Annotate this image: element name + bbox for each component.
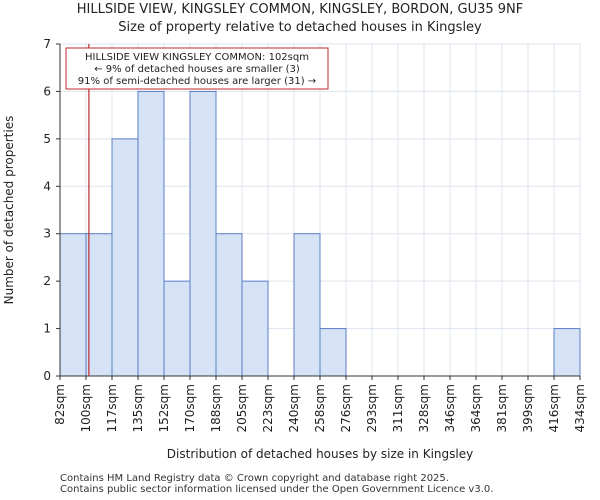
histogram-bar bbox=[319, 328, 347, 377]
x-tick-label: 240sqm bbox=[287, 384, 301, 432]
x-tick-label: 328sqm bbox=[417, 384, 431, 432]
histogram-chart: 0 1 2 3 4 5 6 7 82sqm 100sqm 117sqm 135sqm 152sqm 170… bbox=[2, 37, 587, 461]
x-tick-label: 152sqm bbox=[157, 384, 171, 432]
histogram-bar bbox=[85, 233, 113, 377]
x-tick-label: 416sqm bbox=[547, 384, 561, 432]
x-tick-label: 188sqm bbox=[209, 384, 223, 432]
x-tick-label: 364sqm bbox=[469, 384, 483, 432]
histogram-bar bbox=[163, 280, 191, 377]
x-tick-label: 311sqm bbox=[391, 384, 405, 432]
x-axis-title: Distribution of detached houses by size … bbox=[167, 447, 473, 461]
annotation-line: 91% of semi-detached houses are larger (… bbox=[78, 76, 316, 87]
x-tick-label: 276sqm bbox=[339, 384, 353, 432]
histogram-bar bbox=[111, 138, 139, 377]
chart-subtitle: Size of property relative to detached ho… bbox=[118, 20, 482, 35]
annotation-line: ← 9% of detached houses are smaller (3) bbox=[94, 64, 300, 75]
x-tick-label: 293sqm bbox=[365, 384, 379, 432]
y-tick-label: 3 bbox=[43, 227, 51, 241]
x-tick-label: 346sqm bbox=[443, 384, 457, 432]
x-tick-label: 434sqm bbox=[573, 384, 587, 432]
annotation-line: HILLSIDE VIEW KINGSLEY COMMON: 102sqm bbox=[85, 52, 309, 63]
x-tick-label: 258sqm bbox=[313, 384, 327, 432]
y-axis-title: Number of detached properties bbox=[2, 116, 16, 305]
x-tick-label: 399sqm bbox=[521, 384, 535, 432]
histogram-bar bbox=[215, 233, 243, 377]
x-tick-label: 205sqm bbox=[235, 384, 249, 432]
histogram-bar bbox=[241, 280, 269, 377]
x-tick-label: 223sqm bbox=[261, 384, 275, 432]
footer-copyright: Contains HM Land Registry data © Crown c… bbox=[60, 473, 449, 484]
annotation-box bbox=[65, 47, 329, 90]
x-tick-label: 100sqm bbox=[79, 384, 93, 432]
chart-title: HILLSIDE VIEW, KINGSLEY COMMON, KINGSLEY… bbox=[76, 2, 524, 17]
x-tick-label: 117sqm bbox=[105, 384, 119, 432]
y-tick-label: 1 bbox=[43, 322, 51, 336]
y-tick-label: 5 bbox=[43, 132, 51, 146]
footer-licence: Contains public sector information licen… bbox=[60, 484, 494, 495]
x-tick-label: 135sqm bbox=[131, 384, 145, 432]
x-tick-label: 170sqm bbox=[183, 384, 197, 432]
histogram-bar bbox=[137, 90, 165, 377]
y-tick-label: 4 bbox=[43, 179, 51, 193]
histogram-bar bbox=[553, 328, 581, 377]
y-tick-label: 7 bbox=[43, 37, 51, 51]
histogram-bar bbox=[189, 90, 217, 377]
y-tick-label: 2 bbox=[43, 274, 51, 288]
y-tick-label: 0 bbox=[43, 369, 51, 383]
histogram-bar bbox=[59, 233, 87, 377]
x-tick-label: 381sqm bbox=[495, 384, 509, 432]
x-tick-label: 82sqm bbox=[53, 384, 67, 425]
histogram-bar bbox=[293, 233, 321, 377]
y-tick-label: 6 bbox=[43, 84, 51, 98]
